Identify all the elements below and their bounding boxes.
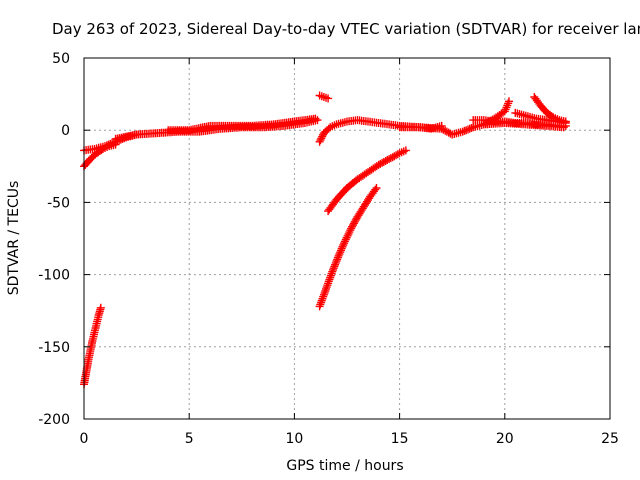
axis-ticks: 0 5 10 15 20 25 50 0 -50 -100 -150 -200 xyxy=(38,51,619,447)
y-tick-label-3: -100 xyxy=(38,268,70,284)
seg-21-drop xyxy=(530,93,570,126)
seg-21-drop-markers xyxy=(530,93,570,126)
seg-day-main-markers xyxy=(111,116,322,143)
seg-19-flat xyxy=(469,116,570,130)
seg-11-mid xyxy=(324,146,410,216)
y-tick-label-0: 50 xyxy=(52,51,70,67)
x-tick-label-3: 15 xyxy=(391,431,409,447)
seg-11-high xyxy=(315,91,333,103)
seg-day-upper-markers xyxy=(164,114,320,135)
y-tick-label-2: -50 xyxy=(47,195,70,211)
seg-15-flat xyxy=(395,121,446,133)
seg-15-flat-markers xyxy=(395,121,446,133)
seg-11-low xyxy=(315,184,381,311)
seg-19-flat-markers xyxy=(469,116,570,130)
y-tick-label-5: -200 xyxy=(38,412,70,428)
x-tick-label-1: 5 xyxy=(185,431,194,447)
y-axis-label: SDTVAR / TECUs xyxy=(6,181,22,296)
x-tick-label-0: 0 xyxy=(80,431,89,447)
chart-title: Day 263 of 2023, Sidereal Day-to-day VTE… xyxy=(52,20,640,38)
plot-frame xyxy=(83,57,611,420)
x-tick-label-5: 25 xyxy=(601,431,619,447)
x-tick-label-4: 20 xyxy=(496,431,514,447)
seg-11-high-markers xyxy=(315,91,333,103)
seg-day-main xyxy=(111,116,322,143)
seg-11-mid-markers xyxy=(324,146,410,216)
data-series xyxy=(80,91,570,389)
y-tick-label-1: 0 xyxy=(61,123,70,139)
x-axis-label: GPS time / hours xyxy=(286,458,403,474)
y-tick-label-4: -150 xyxy=(38,340,70,356)
seg-day-upper xyxy=(164,114,320,135)
seg-11-low-markers xyxy=(315,184,381,311)
x-tick-label-2: 10 xyxy=(285,431,303,447)
